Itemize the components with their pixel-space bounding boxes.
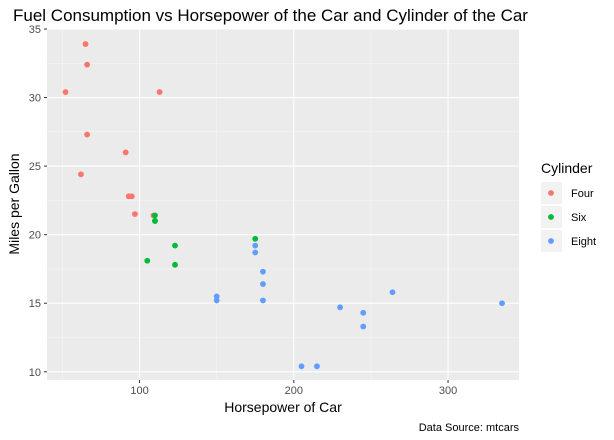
- legend-key-six: [548, 214, 554, 220]
- legend-title: Cylinder: [541, 160, 593, 176]
- data-point-six: [152, 212, 158, 219]
- data-point-eight: [260, 297, 266, 304]
- data-point-eight: [252, 242, 259, 249]
- y-tick-label: 10: [29, 367, 41, 379]
- data-point-eight: [360, 323, 367, 330]
- data-point-eight: [213, 293, 220, 300]
- data-point-eight: [298, 363, 305, 370]
- y-tick-label: 35: [29, 24, 41, 36]
- y-tick-label: 30: [29, 93, 41, 105]
- x-axis-ticks: 100 200 300: [130, 380, 457, 397]
- data-points: [62, 41, 505, 370]
- data-point-four: [122, 149, 129, 156]
- data-point-six: [152, 218, 158, 224]
- x-tick-label: 100: [130, 385, 148, 397]
- data-source-caption: Data Source: mtcars: [419, 422, 520, 434]
- legend-label-four: Four: [571, 188, 594, 200]
- data-point-eight: [337, 304, 343, 311]
- data-point-eight: [213, 297, 220, 304]
- data-point-four: [156, 89, 163, 95]
- x-axis-title: Horsepower of Car: [224, 399, 342, 415]
- y-tick-label: 15: [29, 298, 41, 310]
- data-point-eight: [260, 281, 266, 287]
- legend-label-eight: Eight: [571, 236, 596, 248]
- data-point-eight: [260, 268, 266, 275]
- data-point-four: [84, 131, 91, 138]
- data-point-four: [132, 211, 138, 217]
- data-point-four: [78, 171, 84, 178]
- plot-panel: [47, 29, 519, 380]
- data-point-eight: [499, 300, 505, 307]
- data-point-four: [62, 89, 69, 95]
- data-point-four: [128, 193, 135, 200]
- y-axis-ticks: 10 15 20 25 30 35: [29, 24, 47, 379]
- legend-label-six: Six: [571, 212, 587, 224]
- legend-key-four: [548, 190, 554, 196]
- major-gridlines: [47, 28, 519, 380]
- x-tick-label: 200: [285, 385, 303, 397]
- y-axis-title: Miles per Gallon: [6, 153, 22, 254]
- data-point-four: [82, 41, 89, 47]
- data-point-six: [172, 261, 178, 268]
- data-point-four: [84, 61, 91, 68]
- x-tick-label: 300: [439, 385, 457, 397]
- data-point-six: [172, 242, 178, 249]
- data-point-eight: [389, 289, 396, 296]
- legend: Four Six Eight: [541, 182, 596, 252]
- data-point-eight: [252, 249, 259, 256]
- data-point-six: [144, 257, 151, 264]
- data-point-eight: [360, 309, 367, 316]
- minor-gridlines: [47, 29, 519, 380]
- data-point-six: [252, 235, 259, 242]
- y-tick-label: 25: [29, 161, 41, 173]
- chart-title: Fuel Consumption vs Horsepower of the Ca…: [13, 6, 528, 25]
- y-tick-label: 20: [29, 230, 41, 242]
- legend-key-eight: [548, 238, 554, 244]
- data-point-eight: [314, 363, 320, 370]
